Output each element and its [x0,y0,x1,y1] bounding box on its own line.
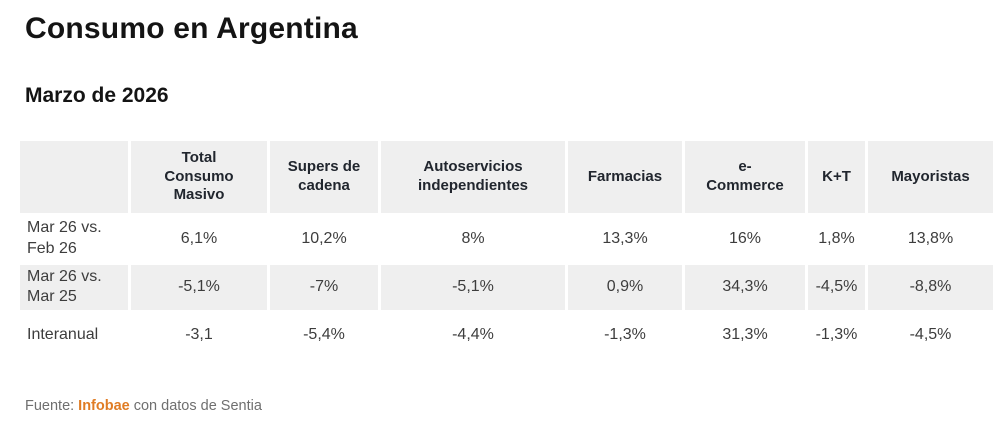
header-cell-total-consumo-masivo: Total Consumo Masivo [131,141,267,213]
table-row-interanual: Interanual -3,1 -5,4% -4,4% -1,3% 31,3% … [20,313,993,358]
table-cell: 6,1% [131,216,267,262]
table-header-row: Total Consumo Masivo Supers de cadena Au… [20,141,993,213]
table-cell: -5,1% [381,264,565,311]
table-cell: 1,8% [808,216,865,262]
source-suffix: con datos de Sentia [133,398,262,415]
table-cell: -1,3% [568,313,682,358]
table-cell: -7% [270,264,378,311]
row-label: Interanual [20,313,128,358]
table-cell: -8,8% [868,264,993,311]
consumo-table: Total Consumo Masivo Supers de cadena Au… [17,138,996,360]
source-line: Fuente: Infobae con datos de Sentia [25,398,1000,414]
page-subtitle: Marzo de 2026 [25,84,169,107]
table-cell: 31,3% [685,313,805,358]
table-cell: -5,4% [270,313,378,358]
table-cell: 13,3% [568,216,682,262]
table-cell: -4,5% [868,313,993,358]
consumo-argentina-chart: Consumo en Argentina Marzo de 2026 Total… [0,12,1000,438]
table-cell: 16% [685,216,805,262]
header-cell-mayoristas: Mayoristas [868,141,993,213]
table-cell: -3,1 [131,313,267,358]
row-label: Mar 26 vs. Mar 25 [20,264,128,311]
row-label: Mar 26 vs. Feb 26 [20,216,128,262]
table-row-mar26-vs-feb26: Mar 26 vs. Feb 26 6,1% 10,2% 8% 13,3% 16… [20,216,993,262]
table-cell: -5,1% [131,264,267,311]
header-cell-autoservicios-independientes: Autoservicios independientes [381,141,565,213]
header-cell-farmacias: Farmacias [568,141,682,213]
page-title: Consumo en Argentina [25,12,358,45]
table-cell: 10,2% [270,216,378,262]
source-link-infobae[interactable]: Infobae [78,398,130,415]
table-cell: 34,3% [685,264,805,311]
source-prefix: Fuente: [25,398,75,415]
table-cell: 8% [381,216,565,262]
table-row-mar26-vs-mar25: Mar 26 vs. Mar 25 -5,1% -7% -5,1% 0,9% 3… [20,264,993,311]
table-cell: -4,4% [381,313,565,358]
header-cell-supers-de-cadena: Supers de cadena [270,141,378,213]
header-cell-empty [20,141,128,213]
table-cell: -1,3% [808,313,865,358]
table-cell: 13,8% [868,216,993,262]
table-cell: 0,9% [568,264,682,311]
header-cell-ecommerce: e- Commerce [685,141,805,213]
table-cell: -4,5% [808,264,865,311]
header-cell-kt: K+T [808,141,865,213]
